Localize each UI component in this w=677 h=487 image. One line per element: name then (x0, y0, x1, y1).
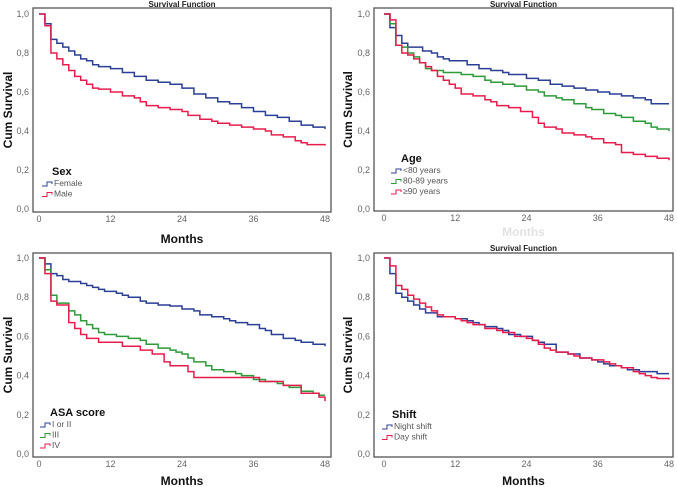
legend-item: <80 years (403, 165, 441, 175)
legend-title: Sex (52, 166, 72, 178)
legend-swatch-icon (391, 179, 402, 184)
x-tick-label: 36 (593, 459, 603, 469)
y-tick-label: 0,0 (16, 204, 29, 214)
x-tick-label: 0 (381, 459, 386, 469)
series-line-iii (39, 257, 325, 396)
y-tick-label: 0,2 (357, 165, 370, 175)
legend-title: Shift (392, 409, 417, 421)
series-line--90-years (384, 13, 670, 161)
x-tick-label: 48 (664, 213, 674, 223)
y-axis-label: Cum Survival (341, 317, 355, 394)
legend-swatch-icon (42, 181, 53, 187)
x-tick-label: 36 (248, 459, 258, 469)
y-tick-label: 0,0 (357, 204, 370, 214)
chart-title: Survival Function (490, 0, 557, 9)
y-tick-label: 0,6 (357, 87, 370, 97)
legend-item: 80-89 years (403, 176, 448, 186)
legend-title: Age (401, 153, 422, 165)
x-tick-label: 12 (105, 214, 115, 224)
legend-swatch-icon (40, 422, 51, 428)
y-tick-label: 0,4 (16, 126, 29, 136)
x-axis-label: Months (161, 232, 204, 246)
legend-item: Night shift (394, 421, 432, 431)
legend-swatch-icon (382, 424, 393, 430)
series-line-i-or-ii (39, 257, 326, 347)
y-tick-label: 0,4 (357, 126, 370, 136)
y-tick-label: 0,6 (16, 87, 29, 97)
series-line-male (39, 13, 326, 146)
y-tick-label: 0,4 (16, 371, 29, 381)
series-line-day-shift (384, 257, 670, 380)
y-tick-label: 1,0 (16, 253, 29, 263)
chart-title: Survival Function (490, 244, 557, 253)
x-tick-label: 12 (450, 213, 460, 223)
legend-swatch-icon (42, 192, 53, 197)
y-tick-label: 0,0 (16, 449, 29, 459)
x-tick-label: 48 (664, 459, 674, 469)
legend-item: Male (54, 189, 73, 199)
y-tick-label: 1,0 (357, 9, 370, 19)
x-axis-label: Months (502, 225, 545, 239)
y-tick-label: 0,2 (357, 410, 370, 420)
x-axis-label: Months (502, 474, 545, 487)
legend-item: ≥90 years (403, 186, 440, 196)
plot-frame (373, 7, 674, 212)
y-tick-label: 0,6 (357, 331, 370, 341)
y-tick-label: 0,8 (357, 292, 370, 302)
legend-item: Day shift (394, 432, 428, 442)
y-tick-label: 0,4 (357, 371, 370, 381)
x-tick-label: 0 (36, 214, 41, 224)
y-tick-label: 0,8 (16, 292, 29, 302)
x-tick-label: 36 (248, 214, 258, 224)
legend-item: IV (52, 440, 60, 450)
y-axis-label: Cum Survival (1, 317, 15, 394)
legend-swatch-icon (391, 168, 402, 174)
y-tick-label: 1,0 (16, 9, 29, 19)
x-tick-label: 48 (320, 214, 330, 224)
y-tick-label: 0,8 (16, 48, 29, 58)
series-line--80-years (384, 13, 669, 105)
legend-swatch-icon (40, 433, 51, 438)
legend-item: I or II (52, 419, 71, 429)
y-tick-label: 0,6 (16, 331, 29, 341)
series-line-female (39, 13, 326, 130)
x-tick-label: 24 (177, 459, 187, 469)
series-line-80-89-years (384, 13, 670, 131)
x-tick-label: 12 (105, 459, 115, 469)
legend-swatch-icon (40, 443, 51, 449)
x-tick-label: 0 (381, 213, 386, 223)
plot-frame (32, 252, 332, 458)
chart-title: Survival Function (148, 0, 215, 9)
legend-swatch-icon (382, 435, 393, 440)
legend-swatch-icon (391, 189, 402, 195)
y-tick-label: 0,8 (357, 48, 370, 58)
x-tick-label: 12 (450, 459, 460, 469)
series-line-iv (39, 257, 326, 402)
legend-item: III (52, 430, 59, 440)
plot-frame (373, 252, 674, 458)
y-tick-label: 0,2 (16, 410, 29, 420)
y-axis-label: Cum Survival (341, 71, 355, 148)
y-axis-label: Cum Survival (1, 72, 15, 149)
x-tick-label: 24 (177, 214, 187, 224)
x-tick-label: 0 (36, 459, 41, 469)
y-tick-label: 1,0 (357, 253, 370, 263)
x-axis-label: Months (161, 474, 204, 487)
y-tick-label: 0,2 (16, 165, 29, 175)
y-tick-label: 0,0 (357, 449, 370, 459)
x-tick-label: 48 (320, 459, 330, 469)
legend-item: Female (54, 178, 83, 188)
legend-title: ASA score (50, 407, 105, 419)
x-tick-label: 24 (521, 213, 531, 223)
x-tick-label: 24 (521, 459, 531, 469)
x-tick-label: 36 (593, 213, 603, 223)
